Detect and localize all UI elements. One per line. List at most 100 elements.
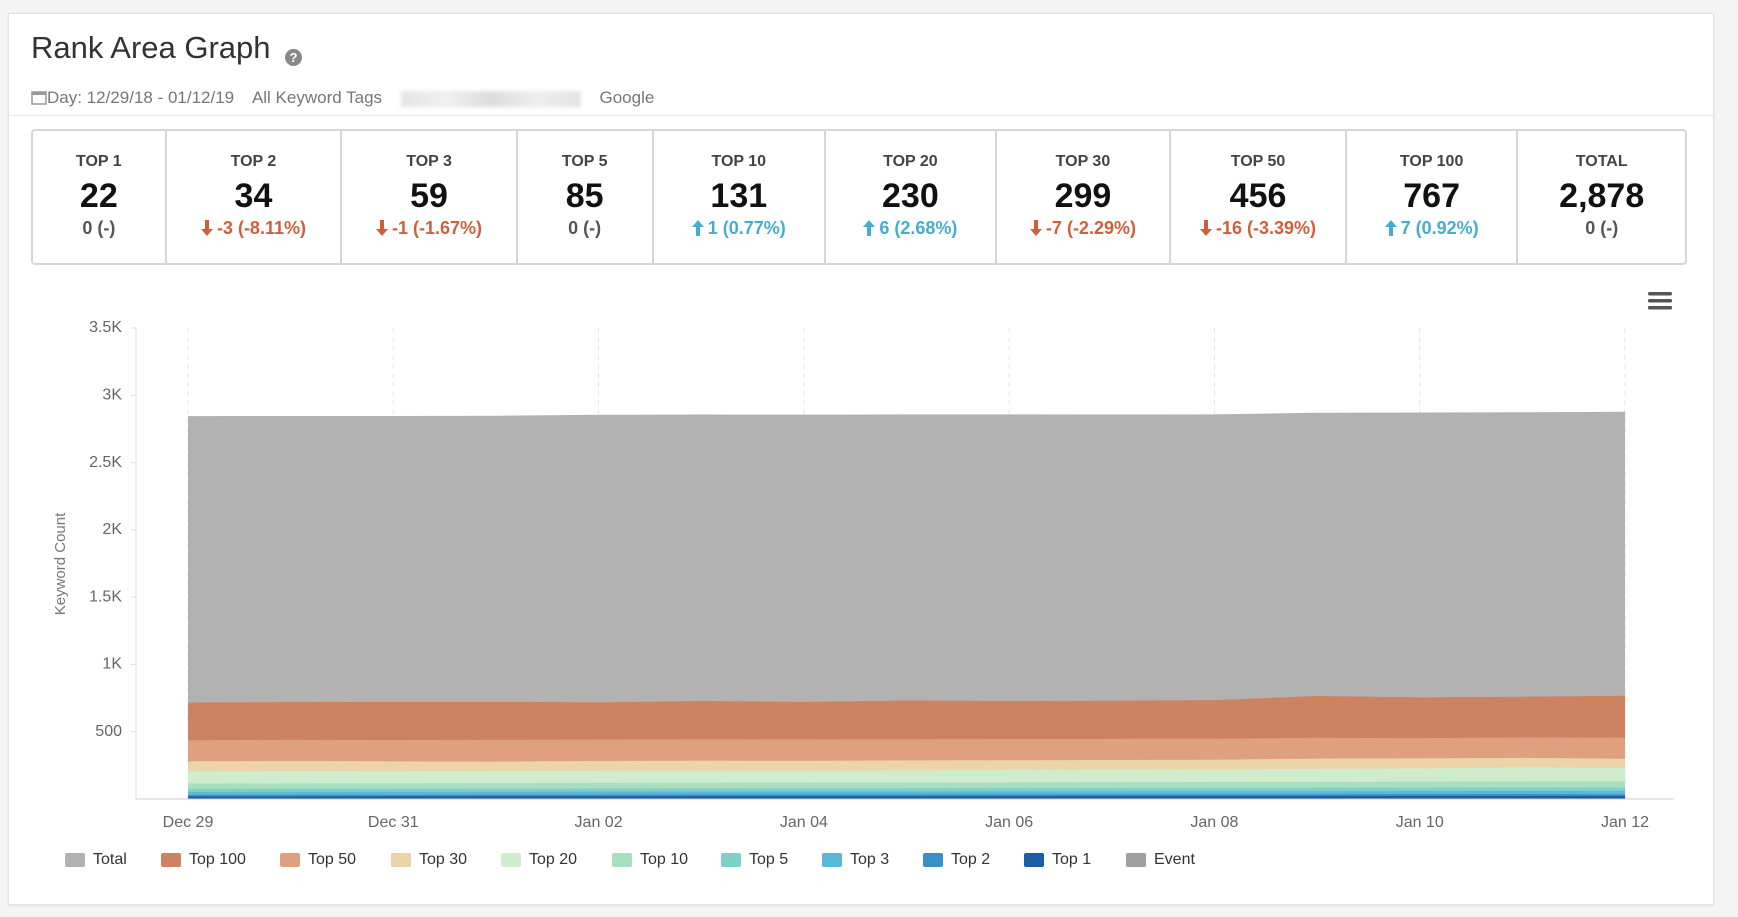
menu-icon[interactable] (1648, 292, 1672, 310)
stat-change-text: -1 (-1.67%) (392, 218, 483, 238)
legend-label: Top 5 (749, 851, 788, 868)
x-tick-label: Jan 02 (575, 814, 623, 831)
y-tick-label: 3K (102, 387, 122, 404)
stat-cell: TOP 20 230 6 (2.68%) (826, 131, 997, 263)
x-tick-label: Jan 08 (1190, 814, 1238, 831)
legend-item[interactable]: Top 50 (280, 851, 356, 868)
arrow-down (200, 220, 213, 236)
stat-change: -7 (-2.29%) (997, 218, 1170, 239)
legend-swatch (280, 853, 300, 867)
legend-item[interactable]: Top 100 (161, 851, 246, 868)
legend-item[interactable]: Top 1 (1024, 851, 1091, 868)
x-tick-label: Jan 04 (780, 814, 828, 831)
legend-item[interactable]: Top 2 (923, 851, 990, 868)
y-tick-label: 500 (95, 723, 122, 740)
stat-cell: TOTAL 2,878 0 (-) (1518, 131, 1685, 263)
stat-cell: TOP 100 767 7 (0.92%) (1347, 131, 1519, 263)
stat-label: TOP 10 (711, 153, 767, 170)
legend-swatch (1024, 853, 1044, 867)
stat-label: TOP 5 (561, 153, 608, 170)
legend-swatch (721, 853, 741, 867)
stat-change-text: 0 (-) (82, 218, 116, 238)
arrow-up (1384, 220, 1397, 236)
stat-change: -16 (-3.39%) (1171, 218, 1345, 239)
legend-item[interactable]: Top 5 (721, 851, 788, 868)
legend-swatch (612, 853, 632, 867)
stat-cell: TOP 10 131 1 (0.77%) (654, 131, 827, 263)
stat-value: 22 (79, 177, 118, 215)
stat-change: -1 (-1.67%) (342, 218, 516, 239)
x-tick-label: Jan 06 (985, 814, 1033, 831)
stat-value: 34 (234, 177, 273, 215)
stat-label: TOTAL (1575, 153, 1628, 170)
legend-label: Top 1 (1052, 851, 1091, 868)
stat-value: 456 (1229, 177, 1287, 215)
x-tick-label: Jan 12 (1601, 814, 1649, 831)
arrow-down (1200, 220, 1213, 236)
y-tick-label: 2.5K (89, 454, 122, 471)
stat-value: 299 (1054, 177, 1112, 215)
legend-item[interactable]: Top 20 (501, 851, 577, 868)
legend-swatch (161, 853, 181, 867)
stat-change: 0 (-) (1518, 218, 1685, 239)
widget-title: Rank Area Graph (31, 30, 271, 65)
stat-change-text: 0 (-) (568, 218, 602, 238)
stat-change-text: -16 (-3.39%) (1216, 218, 1317, 238)
stat-change-text: 6 (2.68%) (879, 218, 958, 238)
help-icon[interactable]: ? (285, 49, 302, 66)
stat-value: 767 (1403, 177, 1460, 215)
legend-swatch (1126, 853, 1146, 867)
stat-value: 131 (710, 177, 768, 215)
stat-cell: TOP 30 299 -7 (-2.29%) (997, 131, 1172, 263)
arrow-down (376, 220, 389, 236)
stat-change: 0 (-) (33, 218, 165, 239)
legend-swatch (65, 853, 85, 867)
legend-label: Total (93, 851, 127, 868)
y-tick-label: 1K (102, 656, 122, 673)
keyword-tags: All Keyword Tags (251, 88, 383, 107)
legend-item[interactable]: Top 30 (391, 851, 467, 868)
stat-change-text: 7 (0.92%) (1400, 218, 1479, 238)
legend-swatch (822, 853, 842, 867)
legend-swatch (501, 853, 521, 867)
y-tick-label: 3.5K (89, 319, 122, 336)
date-range: Day: 12/29/18 - 01/12/19 (47, 88, 235, 107)
widget-card: Rank Area Graph ? Day: 12/29/18 - 01/12/… (8, 13, 1714, 905)
area (188, 796, 1625, 799)
x-tick-label: Dec 29 (163, 814, 214, 831)
legend-item[interactable]: Total (65, 851, 127, 868)
chart: Dec 29 Dec 31 Jan 02 Jan 04 Jan 06 Jan 08 Jan … (52, 292, 1674, 868)
stat-label: TOP 3 (406, 153, 452, 170)
redacted (400, 90, 581, 107)
stat-change-text: -7 (-2.29%) (1045, 218, 1136, 238)
legend-label: Top 3 (850, 851, 889, 868)
stat-label: TOP 30 (1055, 153, 1111, 170)
stat-change: -3 (-8.11%) (167, 218, 341, 239)
y-tick-label: 1.5K (89, 588, 122, 605)
legend-item[interactable]: Top 10 (612, 851, 688, 868)
calendar-icon (31, 91, 47, 105)
legend-label: Top 30 (419, 851, 467, 868)
legend-swatch (923, 853, 943, 867)
legend-label: Top 20 (529, 851, 577, 868)
stat-label: TOP 100 (1399, 153, 1464, 170)
subtitle: Day: 12/29/18 - 01/12/19 All Keyword Tag… (31, 88, 668, 108)
stat-value: 85 (565, 177, 604, 215)
legend-item[interactable]: Event (1126, 851, 1195, 868)
y-axis-title: Keyword Count (52, 512, 69, 615)
x-tick-label: Jan 10 (1396, 814, 1444, 831)
stat-change: 7 (0.92%) (1347, 218, 1517, 239)
arrow-up (691, 220, 704, 236)
arrow-down (1029, 220, 1042, 236)
stats-bar: TOP 1 22 0 (-) TOP 2 34 -3 (-8.11%) TOP 3 … (31, 129, 1687, 265)
legend-label: Top 10 (640, 851, 688, 868)
stat-cell: TOP 5 85 0 (-) (518, 131, 654, 263)
legend-swatch (391, 853, 411, 867)
stat-change-text: 1 (0.77%) (707, 218, 786, 238)
stat-change: 1 (0.77%) (654, 218, 825, 239)
stat-value: 230 (882, 177, 939, 215)
legend-item[interactable]: Top 3 (822, 851, 889, 868)
legend-label: Top 50 (308, 851, 356, 868)
stat-cell: TOP 1 22 0 (-) (33, 131, 167, 263)
